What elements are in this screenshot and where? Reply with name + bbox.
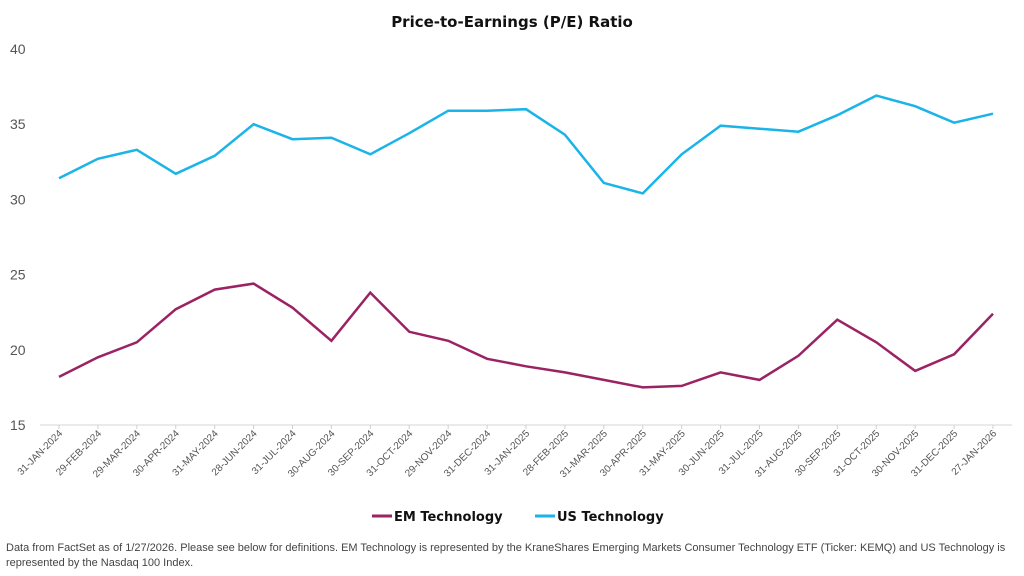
legend-label-us-technology: US Technology <box>557 510 664 525</box>
series-line-em-technology <box>58 282 994 389</box>
y-tick-label: 15 <box>10 417 26 433</box>
legend: EM Technology US Technology <box>372 510 664 525</box>
y-tick-label: 35 <box>10 116 26 132</box>
series-layer <box>58 94 994 389</box>
footnote: Data from FactSet as of 1/27/2026. Pleas… <box>6 542 1006 569</box>
series-line-us-technology <box>58 94 994 195</box>
y-axis: 15 20 25 30 35 40 <box>10 41 26 433</box>
x-axis: 31-JAN-202429-FEB-202429-MAR-202430-APR-… <box>16 425 999 480</box>
y-tick-label: 40 <box>10 41 26 57</box>
chart-title: Price-to-Earnings (P/E) Ratio <box>391 13 633 31</box>
y-tick-label: 25 <box>10 267 26 283</box>
y-tick-label: 30 <box>10 191 26 207</box>
legend-label-em-technology: EM Technology <box>394 510 503 525</box>
y-tick-label: 20 <box>10 342 26 358</box>
